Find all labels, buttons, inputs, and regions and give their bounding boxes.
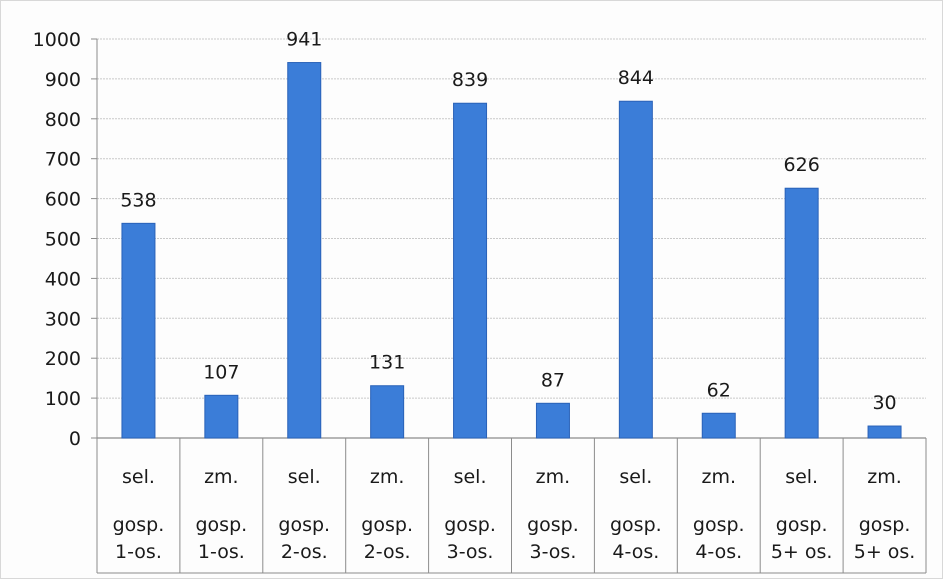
category-label-0-0: sel. xyxy=(122,466,155,488)
data-label-5: 87 xyxy=(541,369,565,391)
category-label-4-2: 3-os. xyxy=(447,541,494,563)
category-label-5-1: gosp. xyxy=(527,514,579,536)
y-tick-label-300: 300 xyxy=(45,308,81,330)
bar-4 xyxy=(453,102,488,439)
bar-7 xyxy=(701,412,736,439)
y-tick-label-600: 600 xyxy=(45,189,81,211)
data-label-1: 107 xyxy=(203,361,239,383)
data-label-4: 839 xyxy=(452,69,488,91)
y-tick-label-1000: 1000 xyxy=(33,29,81,51)
category-label-9-2: 5+ os. xyxy=(854,541,916,563)
y-tick-label-500: 500 xyxy=(45,229,81,251)
y-tick-label-100: 100 xyxy=(45,388,81,410)
category-label-3-2: 2-os. xyxy=(364,541,411,563)
category-label-6-2: 4-os. xyxy=(612,541,659,563)
y-tick-label-200: 200 xyxy=(45,348,81,370)
bar-9 xyxy=(867,425,902,439)
bar-0 xyxy=(121,222,156,439)
category-label-3-1: gosp. xyxy=(361,514,413,536)
category-label-9-0: zm. xyxy=(867,466,902,488)
category-label-2-0: sel. xyxy=(288,466,321,488)
bar-8 xyxy=(784,187,819,439)
category-label-7-2: 4-os. xyxy=(695,541,742,563)
data-label-0: 538 xyxy=(120,189,156,211)
bar-5 xyxy=(535,402,570,439)
category-label-0-2: 1-os. xyxy=(115,541,162,563)
category-label-7-0: zm. xyxy=(701,466,736,488)
category-label-3-0: zm. xyxy=(370,466,405,488)
category-label-8-2: 5+ os. xyxy=(771,541,833,563)
data-label-8: 626 xyxy=(784,154,820,176)
category-label-2-1: gosp. xyxy=(278,514,330,536)
category-label-6-0: sel. xyxy=(619,466,652,488)
category-label-8-1: gosp. xyxy=(776,514,828,536)
data-label-7: 62 xyxy=(707,379,731,401)
bar-3 xyxy=(370,385,405,439)
category-label-4-0: sel. xyxy=(454,466,487,488)
y-tick-label-400: 400 xyxy=(45,268,81,290)
category-label-5-0: zm. xyxy=(536,466,571,488)
category-label-1-2: 1-os. xyxy=(198,541,245,563)
category-label-8-0: sel. xyxy=(785,466,818,488)
category-label-9-1: gosp. xyxy=(859,514,911,536)
category-label-7-1: gosp. xyxy=(693,514,745,536)
y-tick-label-900: 900 xyxy=(45,69,81,91)
data-label-2: 941 xyxy=(286,29,322,51)
category-label-5-2: 3-os. xyxy=(530,541,577,563)
category-label-1-1: gosp. xyxy=(196,514,248,536)
bar-1 xyxy=(204,394,239,439)
data-label-9: 30 xyxy=(872,392,896,414)
y-tick-label-700: 700 xyxy=(45,149,81,171)
bar-2 xyxy=(287,62,322,439)
category-label-4-1: gosp. xyxy=(444,514,496,536)
category-label-2-2: 2-os. xyxy=(281,541,328,563)
data-label-6: 844 xyxy=(618,67,654,89)
y-tick-label-800: 800 xyxy=(45,109,81,131)
category-label-6-1: gosp. xyxy=(610,514,662,536)
bar-6 xyxy=(618,100,653,439)
category-label-0-1: gosp. xyxy=(113,514,165,536)
category-label-1-0: zm. xyxy=(204,466,239,488)
data-label-3: 131 xyxy=(369,352,405,374)
y-tick-label-0: 0 xyxy=(69,428,81,450)
